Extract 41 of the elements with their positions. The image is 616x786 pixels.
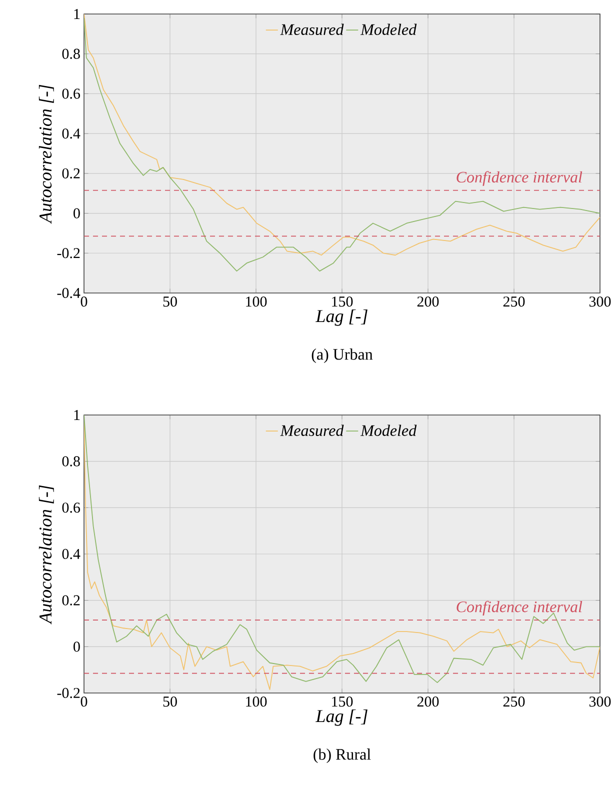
x-tick-label: 100 <box>246 296 267 307</box>
y-tick-label: 0.8 <box>62 456 80 466</box>
x-axis-title: Lag [-] <box>316 310 368 326</box>
x-tick-label: 300 <box>589 696 611 707</box>
x-tick-label: 250 <box>503 296 525 307</box>
x-tick-label: 150 <box>332 296 353 307</box>
x-tick-label: 100 <box>246 696 267 707</box>
y-tick-label: 1 <box>74 410 80 420</box>
y-tick-label: 0.2 <box>62 168 80 179</box>
legend-label: Modeled <box>360 424 417 436</box>
legend-label: Measured <box>280 24 344 36</box>
y-tick-label: -0.4 <box>57 288 80 298</box>
x-tick-label: 250 <box>503 696 525 707</box>
x-tick-label: 300 <box>589 296 611 307</box>
x-tick-label: 50 <box>163 696 177 707</box>
text: (b) Rural <box>314 748 371 764</box>
y-tick-label: 1 <box>74 9 80 19</box>
y-tick-label: 0 <box>74 208 80 218</box>
y-tick-label: 0.4 <box>62 548 80 560</box>
y-tick-label: -0.2 <box>57 688 80 698</box>
x-tick-label: 150 <box>332 696 353 707</box>
x-tick-label: 50 <box>163 296 177 307</box>
ref-line-label: Confidence interval <box>456 171 582 186</box>
y-tick-label: 0 <box>74 642 80 652</box>
legend-label: Modeled <box>360 24 417 36</box>
y-axis-title: Autocorrelation [-] <box>38 485 54 624</box>
ref-line-label: Confidence interval <box>456 600 582 616</box>
x-tick-label: 200 <box>417 296 439 307</box>
x-tick-label: 0 <box>80 296 88 307</box>
y-tick-label: 0.6 <box>62 502 80 513</box>
y-tick-label: 0.4 <box>62 128 80 139</box>
x-tick-label: 0 <box>80 696 88 707</box>
y-tick-label: 0.2 <box>62 595 80 606</box>
text: (a) Urban <box>312 348 373 364</box>
x-tick-label: 200 <box>417 696 439 707</box>
legend-label: Measured <box>280 424 344 436</box>
y-axis-title: Autocorrelation [-] <box>38 84 54 224</box>
y-tick-label: -0.2 <box>57 248 80 258</box>
y-tick-label: 0.6 <box>62 88 80 99</box>
y-tick-label: 0.8 <box>62 48 80 59</box>
x-axis-title: Lag [-] <box>316 710 368 726</box>
